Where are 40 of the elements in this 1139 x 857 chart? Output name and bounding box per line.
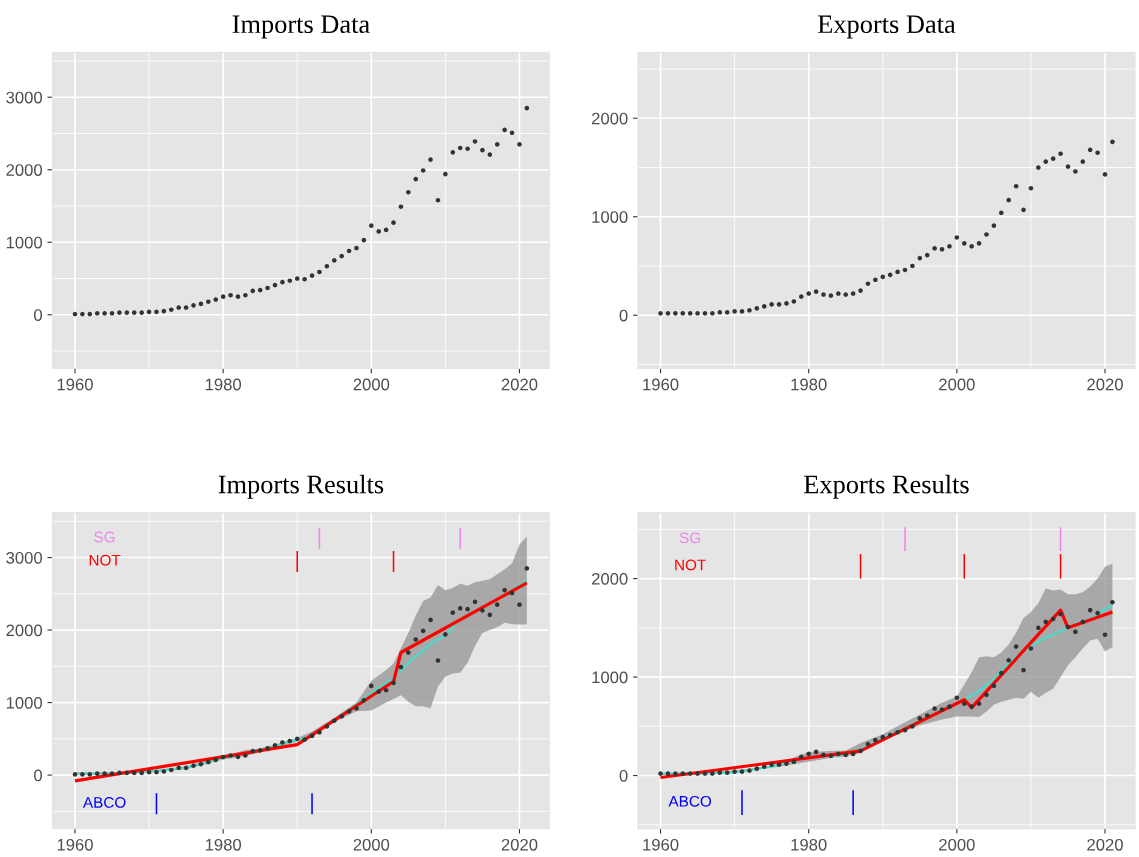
x-tick-label: 1960 — [643, 378, 679, 391]
y-tick-label: 0 — [619, 309, 628, 322]
x-tick-label: 1960 — [643, 838, 679, 851]
x-tick-label: 2000 — [939, 838, 975, 851]
chart-title: Exports Data — [817, 15, 956, 39]
x-tick-label: 2020 — [1087, 838, 1123, 851]
chart-title: Exports Results — [804, 474, 969, 499]
x-tick-label: 1980 — [205, 378, 242, 391]
text: NOT — [675, 559, 706, 571]
y-tick-label: 2000 — [6, 624, 43, 637]
y-tick-label: 3000 — [6, 91, 43, 104]
x-tick-label: 2020 — [501, 378, 538, 391]
y-tick-label: 3000 — [6, 551, 43, 564]
y-tick-label: 2000 — [591, 112, 628, 125]
text: SG — [94, 531, 115, 543]
y-tick-label: 1000 — [6, 696, 43, 709]
chart-title: Imports Results — [218, 474, 384, 499]
x-tick-label: 2000 — [353, 378, 390, 391]
x-tick-label: 1960 — [57, 838, 93, 851]
text: ABCO — [668, 795, 712, 807]
y-tick-label: 0 — [34, 769, 43, 782]
y-tick-label: 1000 — [592, 671, 628, 684]
x-tick-label: 1980 — [791, 838, 827, 851]
y-tick-label: 2000 — [591, 572, 628, 585]
x-tick-label: 2000 — [353, 838, 390, 851]
x-tick-label: 2020 — [1087, 378, 1123, 391]
x-tick-label: 2020 — [501, 838, 538, 851]
y-tick-label: 0 — [34, 309, 43, 321]
text: SG — [679, 532, 701, 544]
y-tick-label: 0 — [619, 769, 628, 782]
text: NOT — [89, 554, 121, 566]
x-tick-label: 1980 — [205, 838, 242, 851]
x-tick-label: 1980 — [791, 378, 827, 391]
y-tick-label: 1000 — [592, 211, 628, 223]
text: ABCO — [82, 796, 126, 808]
y-tick-label: 1000 — [6, 236, 43, 249]
x-tick-label: 1960 — [57, 378, 93, 391]
x-tick-label: 2000 — [939, 378, 975, 391]
chart-title: Imports Data — [232, 15, 370, 39]
y-tick-label: 2000 — [6, 164, 43, 176]
